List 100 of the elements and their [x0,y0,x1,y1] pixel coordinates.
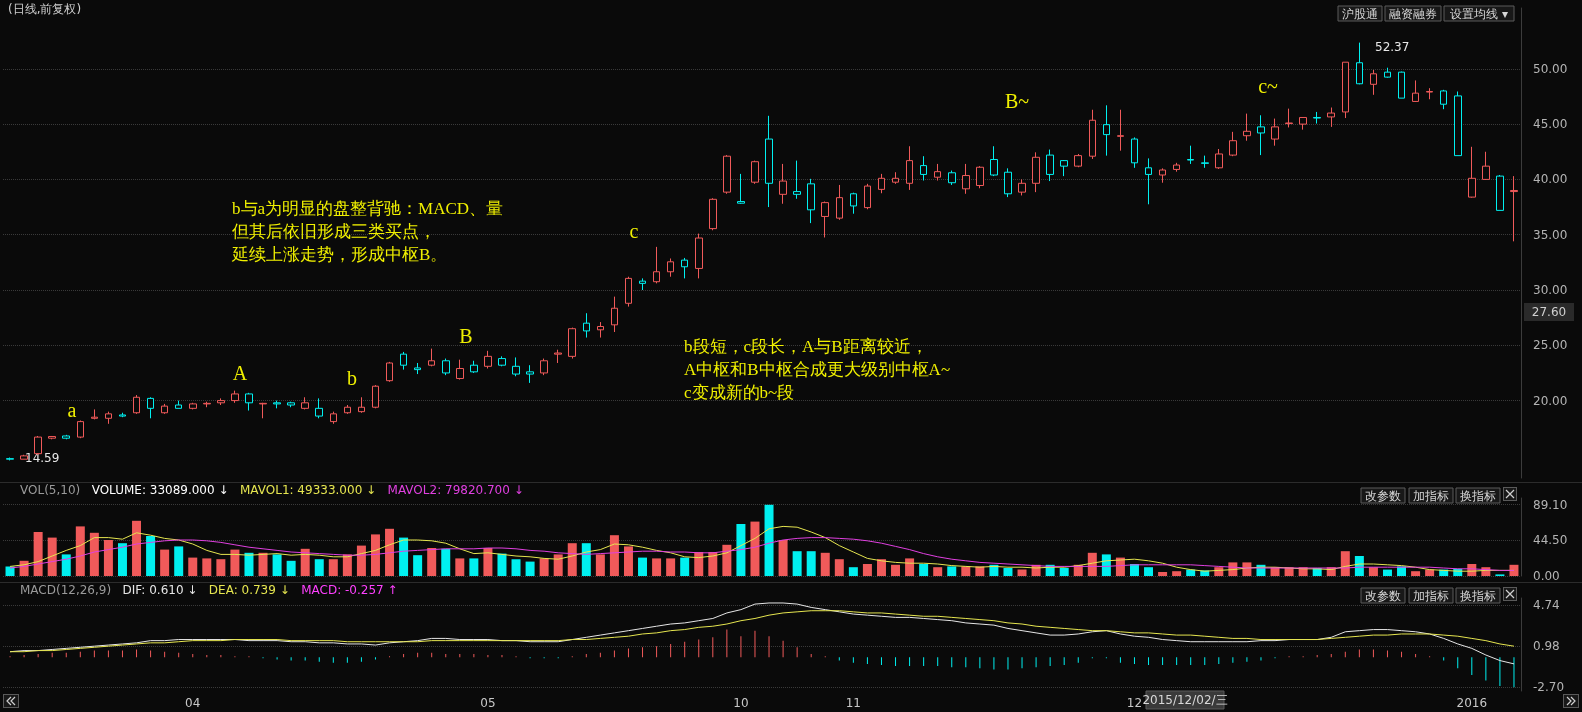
bar [792,551,802,576]
bar [441,548,451,576]
bar [581,543,591,576]
bar [638,557,648,576]
annotation: 加指标 [1413,588,1449,603]
y-tick-label: 89.10 [1533,497,1568,512]
bar [230,549,240,576]
candlestick [948,170,956,186]
candlestick [498,355,506,367]
bar [820,552,830,576]
bar [455,558,465,576]
candlestick [484,350,492,370]
bar [525,561,535,576]
y-tick-label: 0.00 [1533,569,1560,583]
candlestick [920,155,927,182]
candlestick [807,178,815,224]
candlestick [386,361,393,383]
x-tick-label: 11 [845,696,861,710]
y-tick-label: -2.70 [1533,680,1565,695]
candlestick [161,403,168,415]
candlestick [372,384,379,409]
bar [919,564,929,576]
candlestick [990,145,998,177]
annotation: B~ [1004,90,1030,112]
candlestick [709,197,717,231]
bar [764,504,774,576]
candlestick [1201,155,1209,169]
candlestick [695,233,703,279]
bar [1509,564,1519,576]
y-tick-label: 25.00 [1533,338,1568,353]
candlestick [344,404,351,415]
bar [1382,569,1392,576]
candlestick [1159,167,1166,184]
candlestick [1018,178,1026,196]
text: VOLUME: 33089.000 ↓ [91,483,229,497]
candlestick [821,201,829,238]
candlestick [1384,67,1391,79]
bar [174,546,184,576]
candlestick [119,412,126,418]
annotation: 52.37 [1375,40,1410,54]
candlestick [1131,136,1138,169]
text: 27.60 [1531,305,1567,319]
y-tick-label: 0.98 [1533,639,1560,654]
candlestick [653,246,660,284]
text: 2015/12/02/三 [1142,693,1228,707]
candlestick [836,184,843,221]
bar [370,534,380,576]
candlestick [1145,157,1152,205]
legend-title: MACD(12,26,9) [20,583,112,597]
text: MAVOL2: 79820.700 ↓ [387,483,524,497]
bar [722,544,732,576]
text: MACD: -0.257 ↑ [301,583,398,597]
candlestick [400,351,407,371]
bar [399,537,409,576]
bar [47,537,57,576]
candlestick [878,173,885,194]
annotation: 融资融券 [1389,6,1437,21]
candlestick [892,171,899,185]
bar [286,560,296,576]
candlestick [273,400,281,409]
bar [385,528,395,576]
bar [61,554,71,576]
bar [89,532,99,576]
candlestick [315,397,323,419]
candlestick [105,411,112,425]
candlestick [737,173,745,205]
bar [497,553,507,576]
bar [567,543,577,576]
candlestick [1496,174,1504,211]
candlestick [906,145,913,191]
y-tick-label: 20.00 [1533,393,1568,408]
candlestick [217,397,225,406]
candlestick [583,312,590,339]
x-tick-label: 12 [1126,696,1143,710]
annotation: 改参数 [1365,488,1401,503]
annotation: a [67,399,77,421]
bar [736,524,746,576]
annotation: A中枢和B中枢合成更大级别中枢A~ [684,360,951,379]
candlestick [358,396,365,414]
candlestick [526,364,534,384]
bar [1059,568,1069,576]
bar [961,566,971,576]
line-series [9,610,1515,653]
candlestick [6,457,14,461]
candlestick [1398,71,1405,99]
candlestick [1103,104,1110,157]
bar [413,555,423,576]
candlestick [428,348,435,367]
candlestick [934,163,941,182]
y-tick-label: 40.00 [1533,172,1568,187]
bar [511,559,521,576]
candlestick [962,163,970,195]
candlestick [1271,118,1279,147]
candlestick [1060,159,1068,177]
candlestick [723,154,731,195]
y-tick-label: 35.00 [1533,227,1568,242]
candlestick [62,434,70,440]
candlestick [1342,61,1349,119]
y-tick-label: 30.00 [1533,283,1568,297]
bar [314,559,324,576]
